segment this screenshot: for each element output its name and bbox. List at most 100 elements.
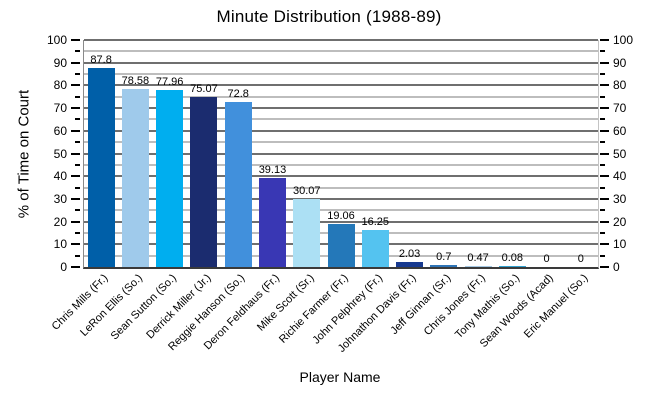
y-tick-right [600, 141, 605, 144]
y-tick-right [600, 186, 605, 189]
y-tick-right [600, 175, 609, 178]
y-tick-right [600, 220, 609, 223]
x-category-label: Eric Manuel (So.) [521, 272, 591, 341]
bar-value-label: 0.47 [467, 251, 489, 264]
y-tick-right [600, 84, 609, 87]
y-tick-left [71, 152, 80, 155]
grid-line-major [84, 84, 598, 87]
y-tick-label-left: 20 [53, 214, 67, 229]
y-tick-left [71, 39, 80, 41]
bar [224, 101, 252, 267]
x-category-label: Jeff Ginnan (Sr.) [388, 272, 454, 337]
y-tick-right [600, 95, 605, 98]
bar [87, 67, 115, 267]
x-axis-title: Player Name [299, 369, 381, 385]
bar [190, 96, 218, 267]
chart-title: Minute Distribution (1988-89) [216, 7, 442, 26]
y-tick-left [75, 254, 80, 257]
bar-value-label: 0.08 [501, 252, 524, 264]
y-tick-right [600, 266, 609, 268]
grid-line-major [84, 175, 598, 178]
grid-line-major [84, 129, 598, 132]
bar-value-label: 78.58 [121, 74, 150, 87]
y-tick-left [75, 73, 80, 76]
bar [498, 266, 526, 267]
y-tick-left [71, 61, 80, 64]
y-tick-label-left: 60 [53, 123, 67, 138]
y-tick-label-right: 0 [613, 260, 620, 274]
y-tick-label-right: 50 [613, 146, 627, 161]
plot-area: 87.8 78.58 77.96 75.07 72.8 39.13 30.07 19.06 16… [83, 39, 599, 269]
bar-value-label: 0 [543, 253, 550, 265]
bar [430, 265, 458, 267]
y-tick-right [600, 231, 605, 234]
y-tick-label-left: 10 [53, 237, 67, 252]
y-tick-right [600, 163, 605, 166]
y-tick-label-right: 90 [613, 55, 627, 70]
y-tick-label-left: 100 [46, 33, 67, 47]
y-tick-left [71, 84, 80, 87]
y-tick-left [71, 107, 80, 110]
y-tick-right [600, 209, 605, 212]
y-tick-right [600, 129, 609, 132]
bar-value-label: 0.7 [436, 251, 452, 264]
y-tick-left [75, 231, 80, 234]
bar [258, 178, 286, 267]
y-tick-left [71, 220, 80, 223]
y-tick-label-left: 90 [53, 55, 67, 70]
y-tick-left [75, 141, 80, 144]
bar [293, 198, 321, 267]
y-tick-label-right: 100 [613, 33, 634, 47]
y-tick-label-right: 40 [613, 169, 627, 184]
y-tick-right [600, 254, 605, 257]
y-tick-label-right: 10 [613, 237, 627, 252]
bar-value-label: 0 [577, 253, 584, 265]
grid-line-major [84, 197, 598, 200]
y-tick-left [75, 163, 80, 166]
y-tick-label-right: 70 [613, 101, 627, 116]
y-tick-right [600, 73, 605, 76]
y-tick-right [600, 61, 609, 64]
y-tick-label-left: 70 [53, 101, 67, 116]
x-category-label: LeRon Ellis (So.) [78, 272, 145, 339]
bar-value-label: 72.8 [227, 87, 249, 100]
grid-line-minor [84, 209, 598, 212]
y-tick-right [600, 118, 605, 121]
bar-value-label: 30.07 [292, 184, 321, 197]
grid-line-minor [84, 186, 598, 189]
y-tick-left [75, 95, 80, 98]
y-tick-left [75, 50, 80, 53]
bar-value-label: 16.25 [361, 216, 390, 229]
y-tick-left [75, 209, 80, 212]
grid-line-minor [84, 163, 598, 166]
bar [361, 230, 389, 267]
y-tick-label-right: 20 [613, 214, 627, 229]
y-tick-label-left: 50 [53, 146, 67, 161]
y-tick-right [600, 39, 609, 41]
y-tick-left [71, 266, 80, 268]
y-tick-left [75, 118, 80, 121]
bar-value-label: 39.13 [258, 164, 287, 177]
bar [121, 88, 149, 267]
y-tick-right [600, 107, 609, 110]
bar [327, 223, 355, 267]
y-tick-label-right: 30 [613, 191, 627, 206]
y-tick-left [71, 243, 80, 246]
y-tick-left [71, 175, 80, 178]
y-tick-right [600, 197, 609, 200]
grid-line-minor [84, 95, 598, 98]
bar-value-label: 87.8 [90, 53, 112, 66]
bar [156, 90, 184, 267]
y-tick-label-left: 40 [53, 169, 67, 184]
y-tick-label-right: 80 [613, 78, 627, 93]
grid-line-major [84, 220, 598, 223]
y-tick-label-left: 80 [53, 78, 67, 93]
grid-line-major [84, 39, 598, 41]
y-tick-label-right: 60 [613, 123, 627, 138]
y-tick-right [600, 152, 609, 155]
x-category-label: Chris Jones (Fr.) [421, 272, 488, 338]
y-tick-right [600, 243, 609, 246]
grid-line-minor [84, 141, 598, 144]
y-tick-label-left: 0 [60, 260, 67, 274]
